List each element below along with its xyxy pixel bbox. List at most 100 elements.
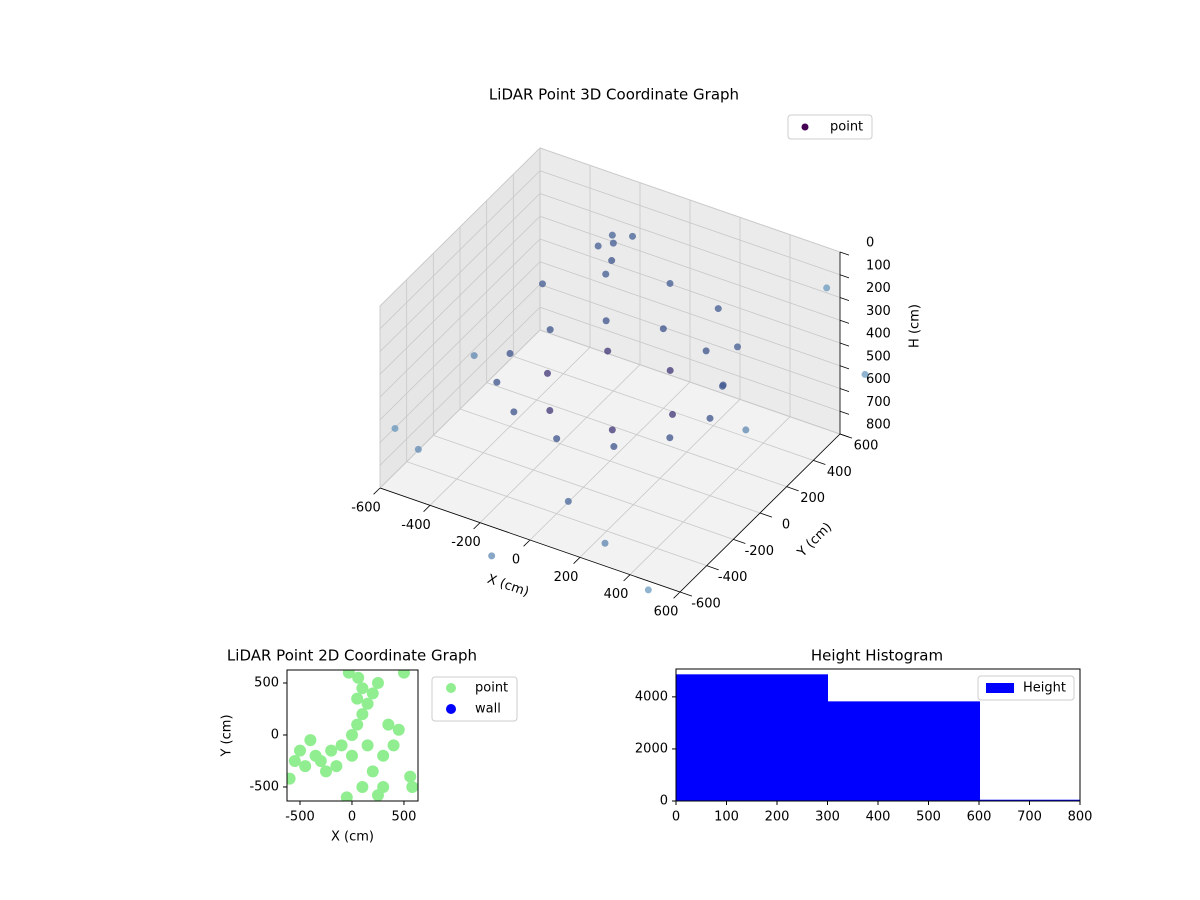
z-axis-label: H (cm): [908, 304, 923, 348]
x-tick-label: 200: [554, 570, 579, 585]
point: [659, 325, 667, 333]
point: [666, 279, 674, 287]
tick-mark: [813, 459, 826, 465]
x-tick-label: 0: [672, 810, 680, 825]
tick-mark: [839, 319, 850, 324]
legend-label: wall: [475, 702, 501, 717]
tick-mark: [839, 410, 850, 415]
chart-title: LiDAR Point 2D Coordinate Graph: [227, 647, 477, 665]
x-tick-label: -200: [451, 535, 481, 550]
point: [488, 552, 496, 560]
x-tick-label: 500: [392, 810, 417, 825]
grid-line: [539, 261, 841, 367]
y-tick-label: 600: [854, 439, 879, 454]
grid-line: [539, 215, 841, 321]
legend-marker: [446, 683, 456, 693]
tick-mark: [423, 505, 431, 512]
point: [608, 257, 616, 265]
x-tick-label: 0: [348, 810, 356, 825]
plot-3d: -600-400-2000200400600-600-400-200020040…: [351, 146, 923, 620]
x-tick-label: 400: [604, 587, 629, 602]
z-tick-label: 500: [866, 349, 891, 364]
y-tick-label: 0: [271, 727, 279, 742]
legend-label: point: [475, 681, 508, 696]
tick-mark: [733, 538, 746, 544]
point: [404, 770, 417, 783]
tick-mark: [839, 388, 850, 392]
x-tick-label: 600: [967, 810, 992, 825]
grid-line: [459, 408, 761, 514]
tick-mark: [679, 591, 693, 597]
point: [293, 744, 306, 757]
grid-line: [379, 329, 541, 489]
x-tick-label: 600: [654, 605, 679, 620]
point: [377, 780, 390, 793]
z-tick-label: 800: [866, 418, 891, 433]
grid-line: [513, 355, 814, 461]
x-tick-label: -600: [351, 501, 381, 516]
point: [493, 378, 501, 386]
legend-label: Height: [1023, 681, 1066, 696]
grid-line: [379, 147, 541, 307]
point: [356, 682, 369, 695]
point: [702, 347, 710, 355]
point: [387, 739, 400, 752]
point: [510, 408, 518, 416]
point: [629, 232, 636, 240]
legend-marker: [801, 123, 809, 131]
point: [352, 671, 365, 684]
point: [666, 434, 674, 442]
point: [714, 305, 722, 313]
tick-mark: [839, 251, 850, 256]
grid-line: [539, 193, 841, 298]
point: [345, 728, 358, 741]
tick-mark: [839, 365, 850, 370]
grid-line: [379, 170, 541, 330]
chart-title: Height Histogram: [811, 647, 943, 665]
legend-marker: [446, 704, 456, 714]
point: [734, 343, 741, 351]
point: [304, 734, 317, 747]
tick-mark: [673, 591, 681, 599]
z-tick-label: 300: [866, 304, 891, 319]
point: [366, 765, 379, 778]
x-tick-label: 700: [1017, 810, 1042, 825]
chart-title: LiDAR Point 3D Coordinate Graph: [489, 86, 739, 104]
grid-line: [379, 193, 541, 352]
point: [366, 687, 379, 700]
tick-mark: [373, 487, 381, 495]
y-tick-label: -600: [691, 597, 721, 612]
point: [356, 780, 369, 793]
x-tick-label: 300: [815, 810, 840, 825]
point: [604, 347, 612, 355]
x-tick-label: 400: [866, 810, 891, 825]
point: [553, 435, 561, 443]
point: [342, 670, 355, 679]
point: [351, 692, 364, 705]
x-tick-label: -400: [401, 518, 431, 533]
x-tick-label: 200: [765, 810, 790, 825]
point: [601, 539, 609, 547]
y-axis-label: Y (cm): [220, 714, 235, 757]
z-tick-label: 200: [866, 281, 891, 296]
grid-line: [539, 170, 841, 276]
bar: [980, 799, 1080, 801]
point: [287, 772, 296, 785]
y-tick-label: 0: [660, 794, 668, 809]
point: [602, 270, 610, 278]
point: [299, 760, 312, 773]
axis-line: [679, 433, 841, 593]
axes-frame: [286, 669, 419, 802]
point: [539, 280, 546, 288]
point: [288, 754, 301, 767]
bar: [828, 701, 981, 801]
tick-mark: [839, 274, 850, 279]
z-tick-label: 100: [866, 258, 891, 273]
point: [470, 352, 478, 360]
x-axis-label: X (cm): [331, 830, 374, 845]
grid-line: [486, 382, 787, 488]
tick-mark: [523, 539, 531, 547]
y-axis-label: Y (cm): [794, 520, 835, 561]
point: [742, 426, 750, 434]
